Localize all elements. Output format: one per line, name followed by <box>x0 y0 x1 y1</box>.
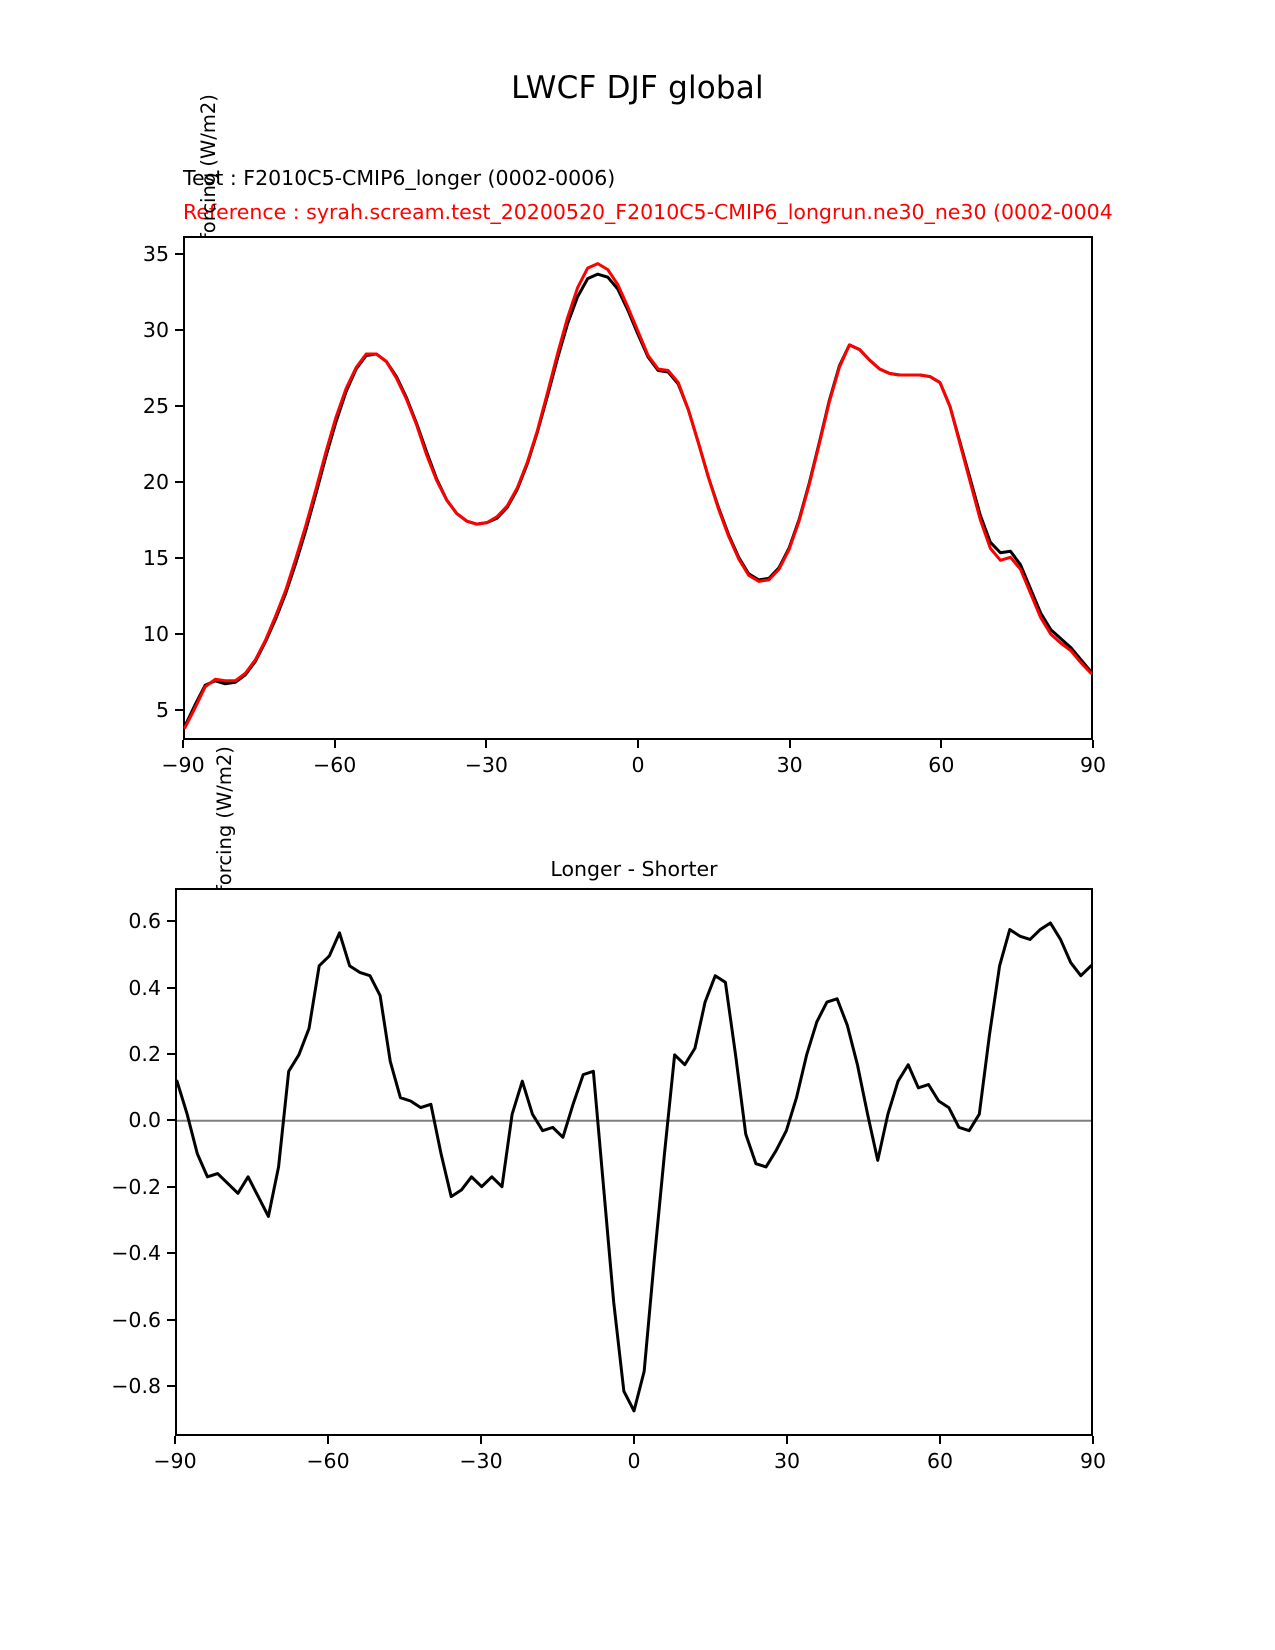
x-tick-mark <box>182 740 184 748</box>
y-tick-label: −0.8 <box>111 1374 161 1399</box>
y-tick-label: 30 <box>142 318 169 343</box>
y-tick-label: 15 <box>142 545 169 570</box>
x-tick-label: 0 <box>627 1449 641 1473</box>
y-tick-mark <box>167 1385 175 1388</box>
y-tick-mark <box>175 253 183 256</box>
x-tick-label: 90 <box>1079 1449 1107 1473</box>
x-tick-mark <box>485 740 488 748</box>
x-tick-mark <box>788 740 791 748</box>
x-tick-mark <box>786 1436 788 1444</box>
y-tick-label: −0.6 <box>111 1307 161 1332</box>
page-title: LWCF DJF global <box>511 70 764 106</box>
y-tick-mark <box>167 986 175 989</box>
y-tick-mark <box>167 1119 175 1122</box>
x-tick-label: −30 <box>464 753 508 777</box>
y-tick-label: 0.0 <box>128 1108 161 1133</box>
reference-run-label: Reference : syrah.scream.test_20200520_F… <box>183 200 1113 224</box>
series-line-1 <box>185 264 1091 728</box>
x-tick-mark <box>174 1436 176 1444</box>
y-tick-label: −0.4 <box>111 1241 161 1266</box>
y-tick-mark <box>175 405 183 408</box>
x-tick-label: 0 <box>631 753 645 777</box>
y-tick-mark <box>167 1053 175 1056</box>
x-tick-mark <box>940 740 943 748</box>
y-tick-mark <box>175 480 183 483</box>
y-tick-mark <box>167 1185 175 1188</box>
top-panel-axes <box>183 236 1093 740</box>
y-tick-mark <box>167 920 175 923</box>
x-tick-mark <box>939 1436 941 1444</box>
x-tick-label: −60 <box>313 753 357 777</box>
x-tick-label: −90 <box>161 753 205 777</box>
y-tick-mark <box>167 1252 175 1255</box>
x-tick-mark <box>1092 740 1094 748</box>
series-line-0 <box>185 274 1091 726</box>
x-tick-mark <box>633 1436 635 1444</box>
x-tick-mark <box>637 740 639 748</box>
x-tick-mark <box>480 1436 482 1444</box>
x-tick-mark <box>333 740 336 748</box>
series-line-0 <box>177 923 1091 1411</box>
x-tick-label: 60 <box>926 1449 954 1473</box>
difference-panel-title: Longer - Shorter <box>550 857 718 881</box>
y-tick-mark <box>175 632 183 635</box>
y-tick-label: 0.6 <box>128 909 161 934</box>
y-tick-label: 10 <box>142 621 169 646</box>
x-tick-label: 30 <box>776 753 803 777</box>
x-tick-mark <box>327 1436 329 1444</box>
x-tick-label: 30 <box>773 1449 801 1473</box>
y-tick-label: 5 <box>155 697 169 722</box>
x-tick-label: −60 <box>306 1449 350 1473</box>
difference-panel-plot <box>177 890 1091 1434</box>
x-tick-label: 60 <box>928 753 955 777</box>
x-tick-mark <box>1092 1436 1094 1444</box>
y-tick-mark <box>175 556 183 559</box>
x-tick-label: −90 <box>153 1449 197 1473</box>
y-tick-label: 35 <box>142 242 169 267</box>
y-tick-mark <box>167 1318 175 1321</box>
y-tick-mark <box>175 329 183 332</box>
y-tick-label: 20 <box>142 469 169 494</box>
y-tick-label: 0.2 <box>128 1042 161 1067</box>
x-tick-label: −30 <box>459 1449 503 1473</box>
top-panel-plot <box>185 238 1091 738</box>
y-tick-label: 25 <box>142 394 169 419</box>
y-tick-label: −0.2 <box>111 1174 161 1199</box>
x-tick-label: 90 <box>1079 753 1107 777</box>
difference-panel-axes <box>175 888 1093 1436</box>
y-tick-mark <box>175 708 183 711</box>
y-tick-label: 0.4 <box>128 975 161 1000</box>
test-run-label: Test : F2010C5-CMIP6_longer (0002-0006) <box>183 166 616 190</box>
